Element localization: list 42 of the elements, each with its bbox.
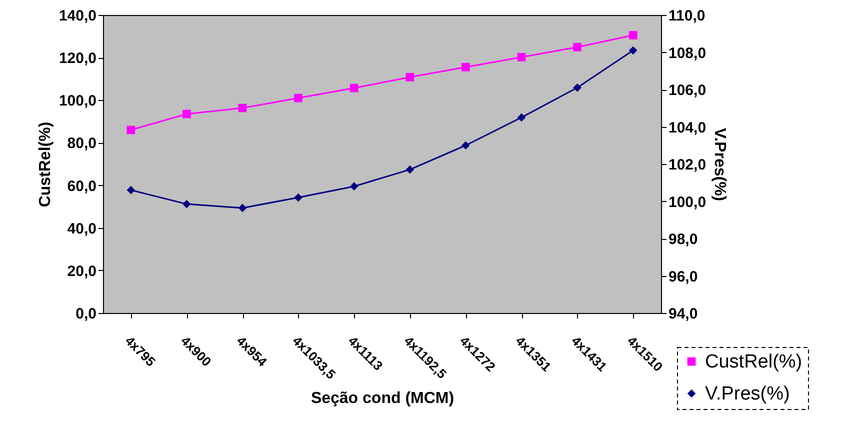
y-tick-label: 40,0: [67, 220, 96, 238]
y-tick-label: 60,0: [67, 178, 96, 195]
y2-tick-label: 96,0: [668, 268, 698, 286]
y-axis-title: CustRel(%): [36, 122, 54, 208]
point: [406, 72, 414, 82]
point: [462, 62, 470, 72]
y-tick-label: 20,0: [67, 262, 96, 280]
y2-tick-label: 108,0: [668, 44, 706, 62]
point: [350, 84, 358, 92]
point: [238, 104, 247, 112]
point: [126, 126, 136, 134]
point: [462, 141, 470, 150]
point: [182, 200, 191, 208]
y-tick-label: 140,0: [58, 8, 96, 24]
point: [573, 83, 582, 92]
point: [628, 46, 638, 55]
y2-tick-label: 100,0: [668, 194, 706, 211]
y2-tick-label: 110,0: [668, 8, 706, 24]
y2-tick-label: 98,0: [668, 231, 698, 248]
y2-tick-label: 106,0: [668, 82, 706, 99]
y2-tick-label: 104,0: [668, 119, 706, 136]
y-tick-label: 0,0: [76, 306, 96, 322]
point: [517, 113, 526, 122]
y2-tick-label: 94,0: [668, 306, 698, 322]
point: [628, 31, 638, 40]
point: [182, 110, 191, 118]
point: [294, 193, 302, 202]
point: [406, 165, 414, 174]
point: [517, 52, 526, 62]
x-axis-title: Seção cond (MCM): [310, 390, 454, 408]
y2-axis-title: V.Pres(%): [711, 128, 728, 202]
point: [350, 182, 358, 191]
y2-tick-label: 102,0: [668, 156, 706, 174]
y-tick-label: 100,0: [58, 92, 96, 110]
y-tick-label: 80,0: [67, 135, 96, 152]
point: [126, 186, 136, 194]
legend-label: V.Pres(%): [705, 384, 790, 404]
point: [238, 204, 247, 212]
point: [573, 42, 582, 52]
y-tick-label: 120,0: [58, 50, 96, 68]
point: [294, 94, 302, 102]
legend-label: CustRel(%): [705, 352, 802, 372]
